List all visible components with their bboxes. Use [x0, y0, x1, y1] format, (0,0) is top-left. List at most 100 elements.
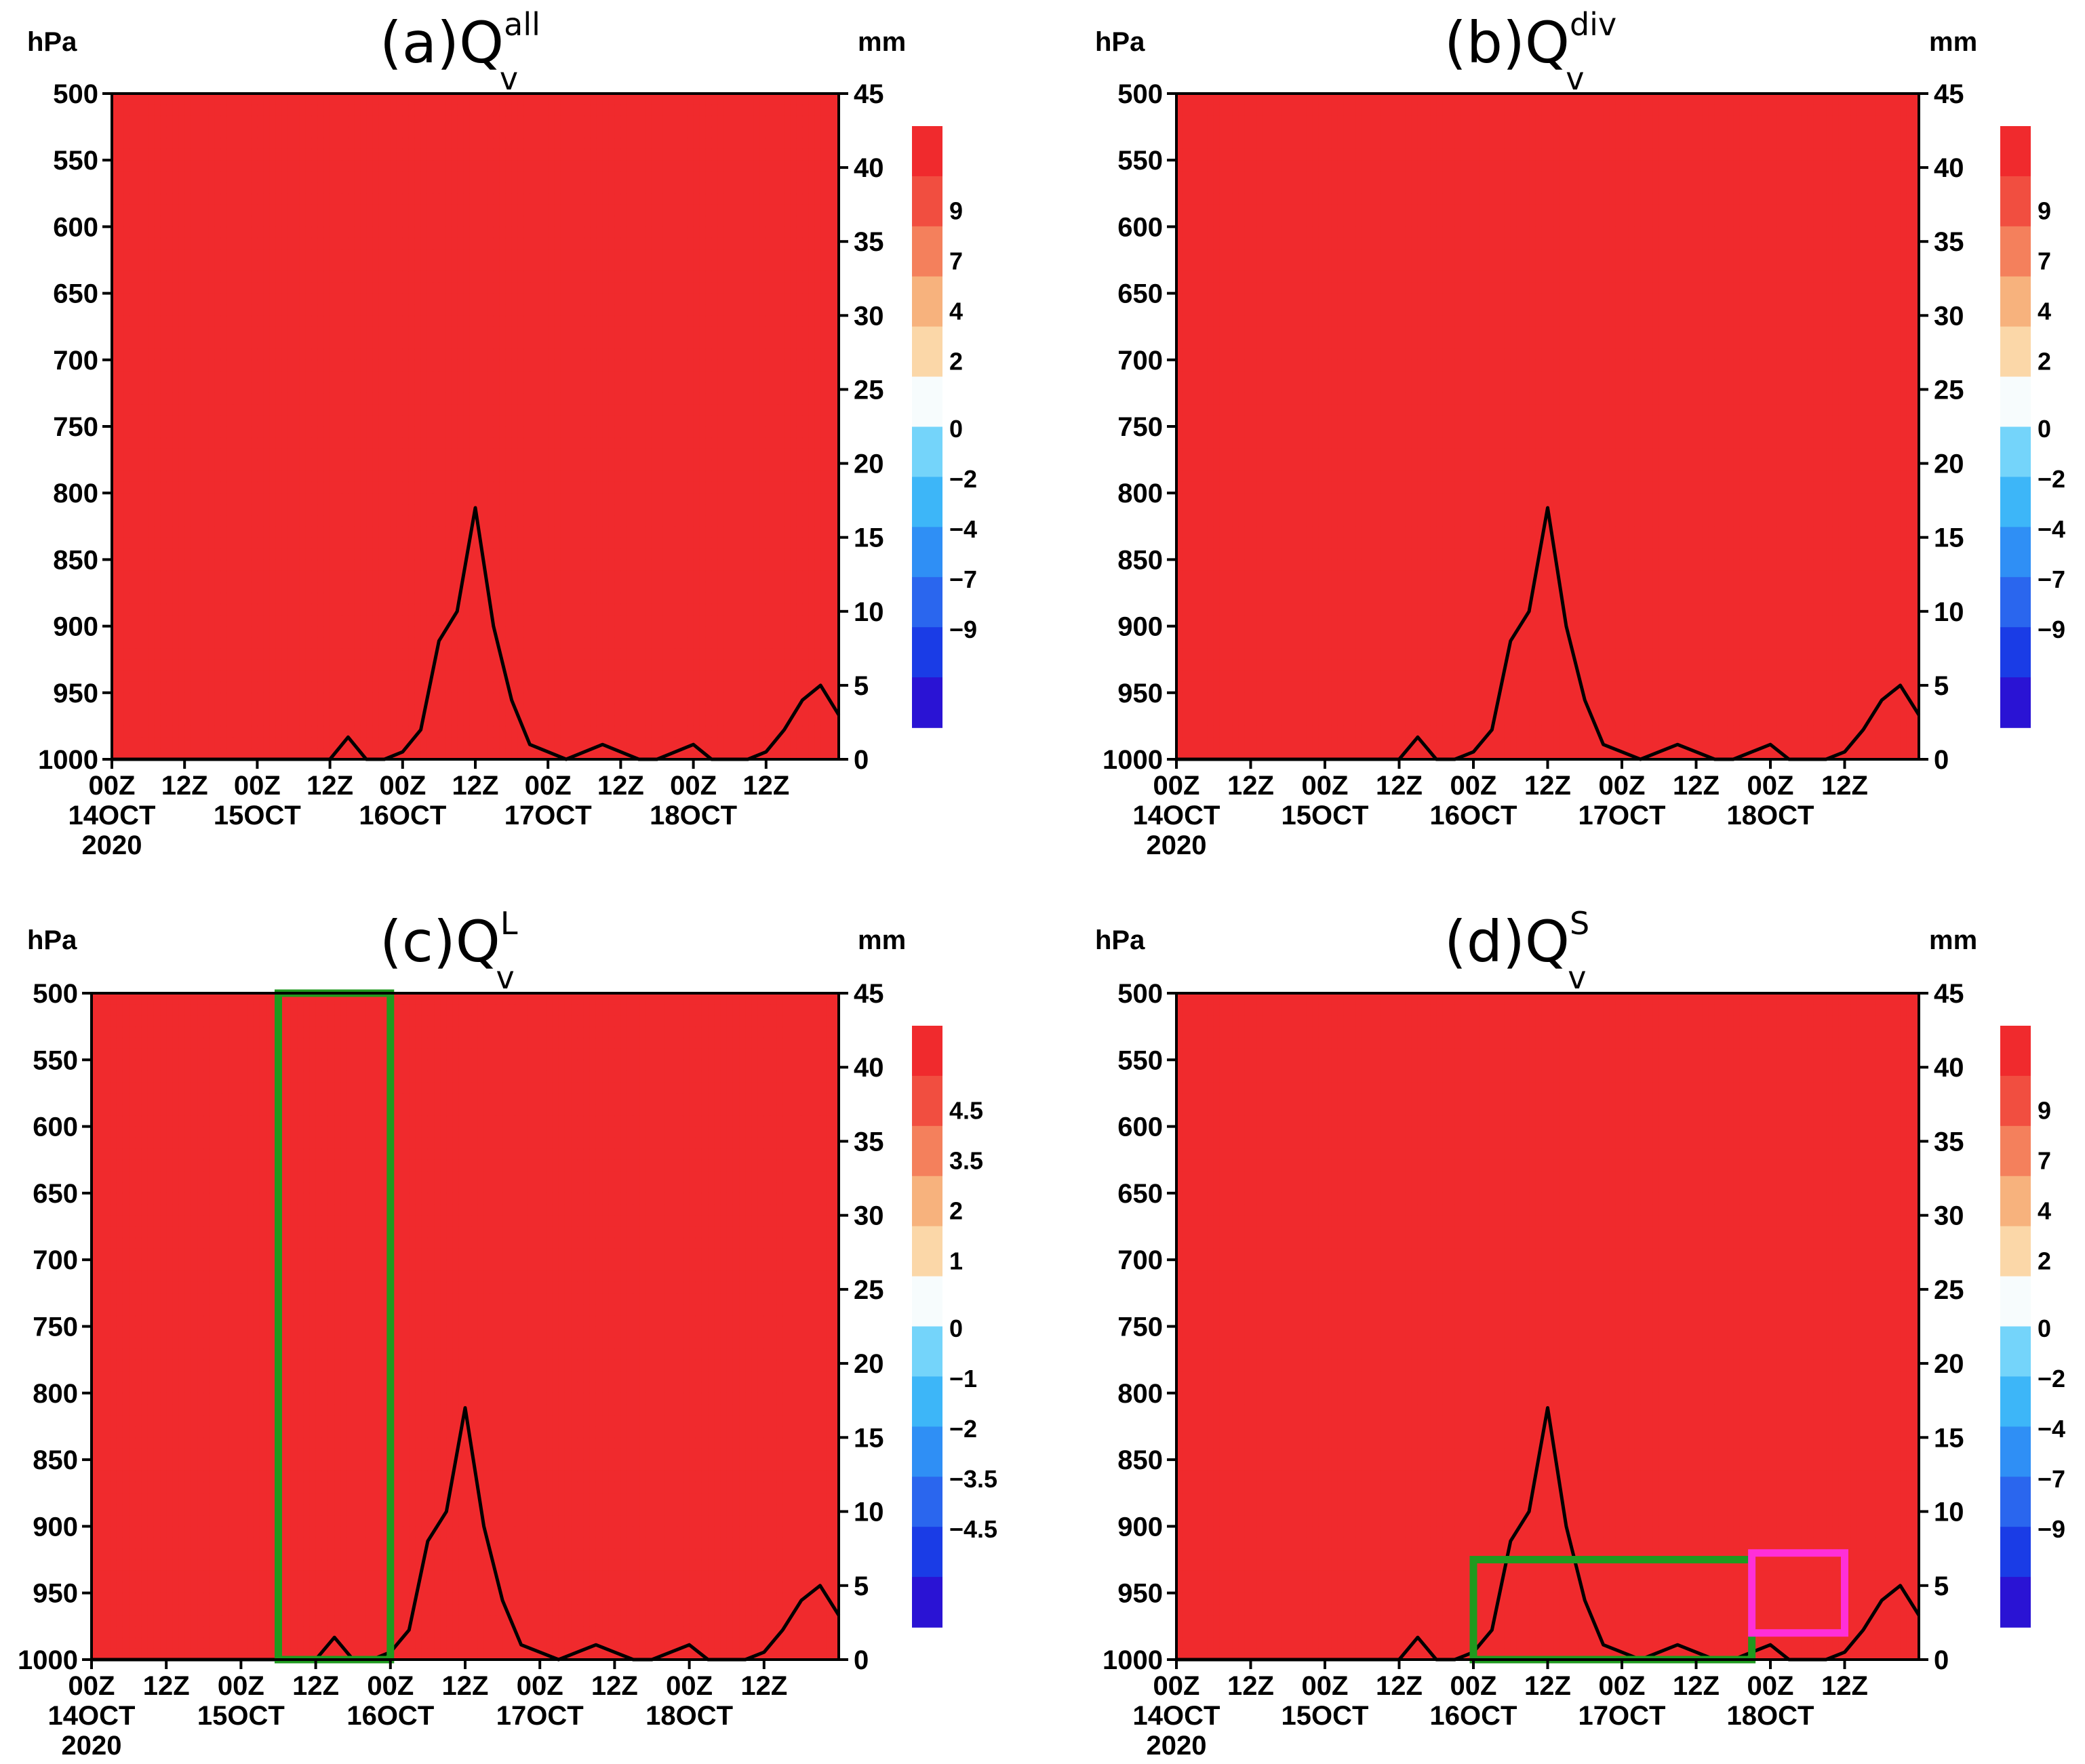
field-cell	[342, 637, 349, 649]
field-cell	[348, 138, 355, 149]
field-cell	[603, 160, 610, 172]
field-cell	[409, 94, 416, 105]
field-cell	[209, 582, 216, 593]
field-cell	[475, 260, 482, 272]
field-cell	[506, 604, 513, 616]
field-cell	[603, 637, 610, 649]
field-cell	[584, 604, 591, 616]
field-cell	[324, 515, 331, 527]
field-cell	[523, 526, 530, 538]
field-cell	[269, 648, 276, 660]
field-cell	[245, 482, 252, 494]
field-cell	[475, 304, 482, 316]
field-cell	[354, 493, 361, 504]
field-cell	[366, 416, 373, 427]
field-cell	[124, 393, 131, 405]
field-cell	[124, 504, 131, 516]
field-cell	[500, 681, 507, 693]
field-cell	[281, 681, 288, 693]
field-cell	[342, 348, 349, 360]
field-cell	[433, 282, 439, 294]
field-cell	[530, 238, 536, 249]
field-cell	[523, 172, 530, 183]
field-cell	[221, 593, 228, 605]
field-cell	[457, 504, 464, 516]
field-cell	[488, 149, 494, 161]
field-cell	[245, 260, 252, 272]
field-cell	[257, 593, 264, 605]
field-cell	[433, 327, 439, 338]
field-cell	[609, 94, 616, 105]
field-cell	[512, 582, 519, 593]
field-cell	[572, 282, 579, 294]
field-cell	[427, 559, 434, 571]
field-cell	[166, 626, 173, 638]
field-cell	[427, 172, 434, 183]
field-cell	[300, 416, 306, 427]
field-cell	[184, 382, 191, 394]
field-cell	[306, 304, 313, 316]
field-cell	[397, 348, 403, 360]
field-cell	[281, 238, 288, 249]
field-cell	[439, 216, 445, 227]
field-cell	[469, 104, 476, 116]
field-cell	[330, 116, 337, 127]
field-cell	[294, 238, 300, 249]
field-cell	[136, 282, 143, 294]
field-cell	[391, 449, 397, 460]
field-cell	[136, 715, 143, 727]
field-cell	[294, 193, 300, 205]
field-cell	[506, 470, 513, 482]
field-cell	[178, 338, 185, 349]
field-cell	[281, 504, 288, 516]
field-cell	[578, 360, 585, 372]
field-cell	[172, 205, 179, 216]
field-cell	[554, 426, 561, 438]
field-cell	[130, 172, 137, 183]
field-cell	[366, 737, 373, 748]
field-cell	[523, 681, 530, 693]
field-cell	[384, 260, 391, 272]
field-cell	[415, 637, 422, 649]
field-cell	[560, 138, 567, 149]
field-cell	[178, 348, 185, 360]
field-cell	[124, 426, 131, 438]
field-cell	[354, 571, 361, 582]
field-cell	[178, 327, 185, 338]
field-cell	[294, 282, 300, 294]
field-cell	[136, 637, 143, 649]
field-cell	[542, 416, 549, 427]
field-cell	[184, 360, 191, 372]
field-cell	[275, 526, 282, 538]
field-cell	[178, 216, 185, 227]
field-cell	[160, 493, 167, 504]
field-cell	[263, 681, 270, 693]
field-cell	[148, 715, 155, 727]
field-cell	[227, 182, 234, 194]
field-cell	[306, 660, 313, 671]
field-cell	[603, 548, 610, 560]
field-cell	[560, 593, 567, 605]
field-cell	[554, 216, 561, 227]
field-cell	[560, 226, 567, 238]
field-cell	[287, 559, 294, 571]
field-cell	[203, 182, 210, 194]
field-cell	[481, 327, 488, 338]
field-cell	[275, 94, 282, 105]
field-cell	[184, 593, 191, 605]
field-cell	[312, 648, 319, 660]
field-cell	[239, 504, 246, 516]
field-cell	[209, 470, 216, 482]
field-cell	[469, 216, 476, 227]
field-cell	[294, 704, 300, 715]
field-cell	[136, 193, 143, 205]
field-cell	[548, 260, 555, 272]
field-cell	[475, 104, 482, 116]
field-cell	[348, 548, 355, 560]
field-cell	[136, 172, 143, 183]
field-cell	[124, 249, 131, 260]
field-cell	[166, 538, 173, 549]
field-cell	[184, 226, 191, 238]
field-cell	[500, 360, 507, 372]
field-cell	[294, 593, 300, 605]
